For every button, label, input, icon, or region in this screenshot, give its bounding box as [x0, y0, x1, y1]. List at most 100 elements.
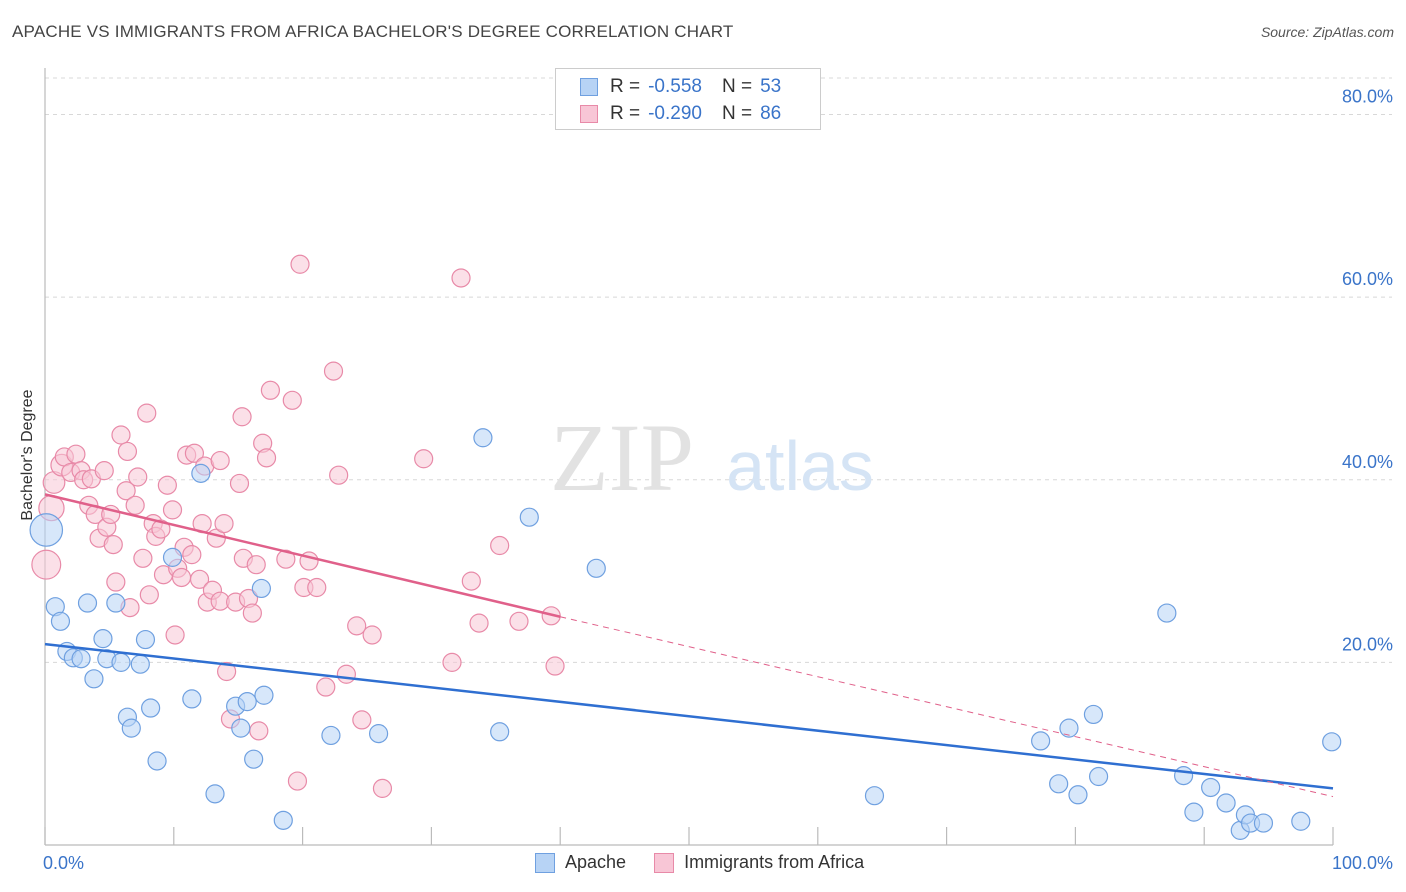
africa-point — [414, 449, 434, 469]
apache-point — [71, 649, 91, 669]
africa-point — [469, 613, 489, 633]
apache-points — [29, 428, 1342, 840]
africa-point — [545, 656, 565, 676]
apache-point — [162, 547, 183, 567]
africa-point — [210, 450, 230, 471]
apache-point — [1068, 785, 1088, 805]
grid-lines — [45, 77, 1392, 663]
apache-point — [1157, 603, 1177, 623]
legend-item-africa[interactable]: Immigrants from Africa — [654, 852, 864, 873]
africa-point — [336, 664, 356, 684]
africa-point — [66, 444, 86, 464]
africa-point — [242, 603, 262, 623]
africa-point — [282, 390, 302, 410]
africa-point — [165, 625, 185, 645]
apache-point — [1049, 774, 1069, 794]
africa-point — [372, 778, 393, 798]
apache-point — [1031, 731, 1051, 751]
apache-point — [231, 718, 251, 738]
apache-point — [251, 578, 271, 599]
apache-point — [273, 810, 293, 830]
africa-point — [347, 616, 367, 636]
apache-point — [244, 749, 264, 769]
africa-point — [307, 577, 327, 598]
apache-point — [106, 593, 126, 613]
y-tick-label: 60.0% — [1342, 269, 1393, 289]
africa-point — [352, 710, 372, 730]
apache-point — [29, 513, 64, 547]
africa-r-label: R = — [610, 103, 641, 124]
apache-point — [93, 629, 113, 649]
africa-point — [490, 535, 510, 556]
apache-point — [205, 784, 225, 804]
apache-point — [1173, 766, 1194, 786]
africa-point — [290, 254, 310, 274]
apache-point — [121, 718, 141, 738]
apache-point — [254, 685, 274, 705]
y-tick-label: 80.0% — [1342, 87, 1393, 107]
africa-point — [323, 361, 344, 381]
legend-swatch-africa — [654, 852, 675, 873]
africa-point — [103, 534, 123, 555]
stats-row-africa: R = -0.290 N = 86 — [580, 102, 781, 126]
africa-point — [276, 549, 296, 569]
africa-point — [329, 465, 349, 485]
apache-point — [864, 786, 885, 806]
africa-point — [362, 625, 382, 645]
africa-point — [451, 268, 471, 288]
africa-point — [111, 425, 131, 445]
apache-point — [77, 593, 98, 613]
africa-n-label: N = — [721, 103, 753, 124]
apache-r-label: R = — [610, 76, 641, 97]
africa-point — [217, 661, 237, 682]
apache-point — [147, 751, 167, 771]
legend-label-apache: Apache — [565, 852, 627, 872]
x-tick-label-end: 100.0% — [1332, 853, 1393, 873]
y-tick-label: 40.0% — [1342, 452, 1393, 472]
africa-point — [442, 652, 462, 672]
africa-point — [139, 585, 159, 605]
tick-labels: 20.0% 40.0% 60.0% 80.0% 0.0% 100.0% — [43, 87, 1393, 873]
apache-point — [111, 652, 131, 672]
apache-point — [1253, 813, 1274, 833]
africa-point — [256, 448, 277, 468]
apache-point — [519, 507, 539, 527]
africa-point — [249, 721, 269, 741]
apache-point — [1083, 704, 1104, 725]
africa-trend-line — [44, 493, 561, 618]
africa-point — [157, 475, 177, 495]
africa-point — [260, 380, 280, 400]
apache-point — [237, 692, 257, 712]
africa-point — [31, 549, 62, 580]
legend-label-africa: Immigrants from Africa — [684, 852, 865, 872]
apache-point — [1184, 802, 1204, 822]
africa-point — [125, 495, 145, 515]
apache-point — [1322, 732, 1342, 752]
apache-point — [191, 463, 211, 483]
stats-row-apache: R = -0.558 N = 53 — [580, 75, 781, 99]
africa-point — [246, 555, 266, 575]
africa-point — [106, 572, 126, 592]
africa-point — [128, 467, 148, 487]
apache-swatch — [580, 78, 598, 96]
legend-item-apache[interactable]: Apache — [535, 852, 626, 873]
africa-point — [116, 481, 136, 501]
apache-point — [368, 724, 389, 744]
series-legend: Apache Immigrants from Africa — [535, 852, 892, 873]
africa-point — [182, 545, 202, 565]
africa-point — [189, 569, 210, 589]
africa-point — [214, 513, 234, 534]
apache-point — [1088, 766, 1109, 787]
source-credit: Source: ZipAtlas.com — [1260, 24, 1394, 40]
chart-title: APACHE VS IMMIGRANTS FROM AFRICA BACHELO… — [12, 22, 734, 41]
africa-point — [287, 771, 308, 791]
africa-n-value: 86 — [760, 103, 782, 124]
africa-point — [316, 677, 336, 697]
africa-point — [171, 567, 192, 588]
africa-swatch — [580, 105, 598, 123]
apache-point — [84, 669, 104, 689]
apache-point — [1291, 811, 1311, 831]
apache-point — [586, 558, 606, 578]
apache-point — [490, 722, 510, 742]
africa-point — [133, 548, 153, 568]
